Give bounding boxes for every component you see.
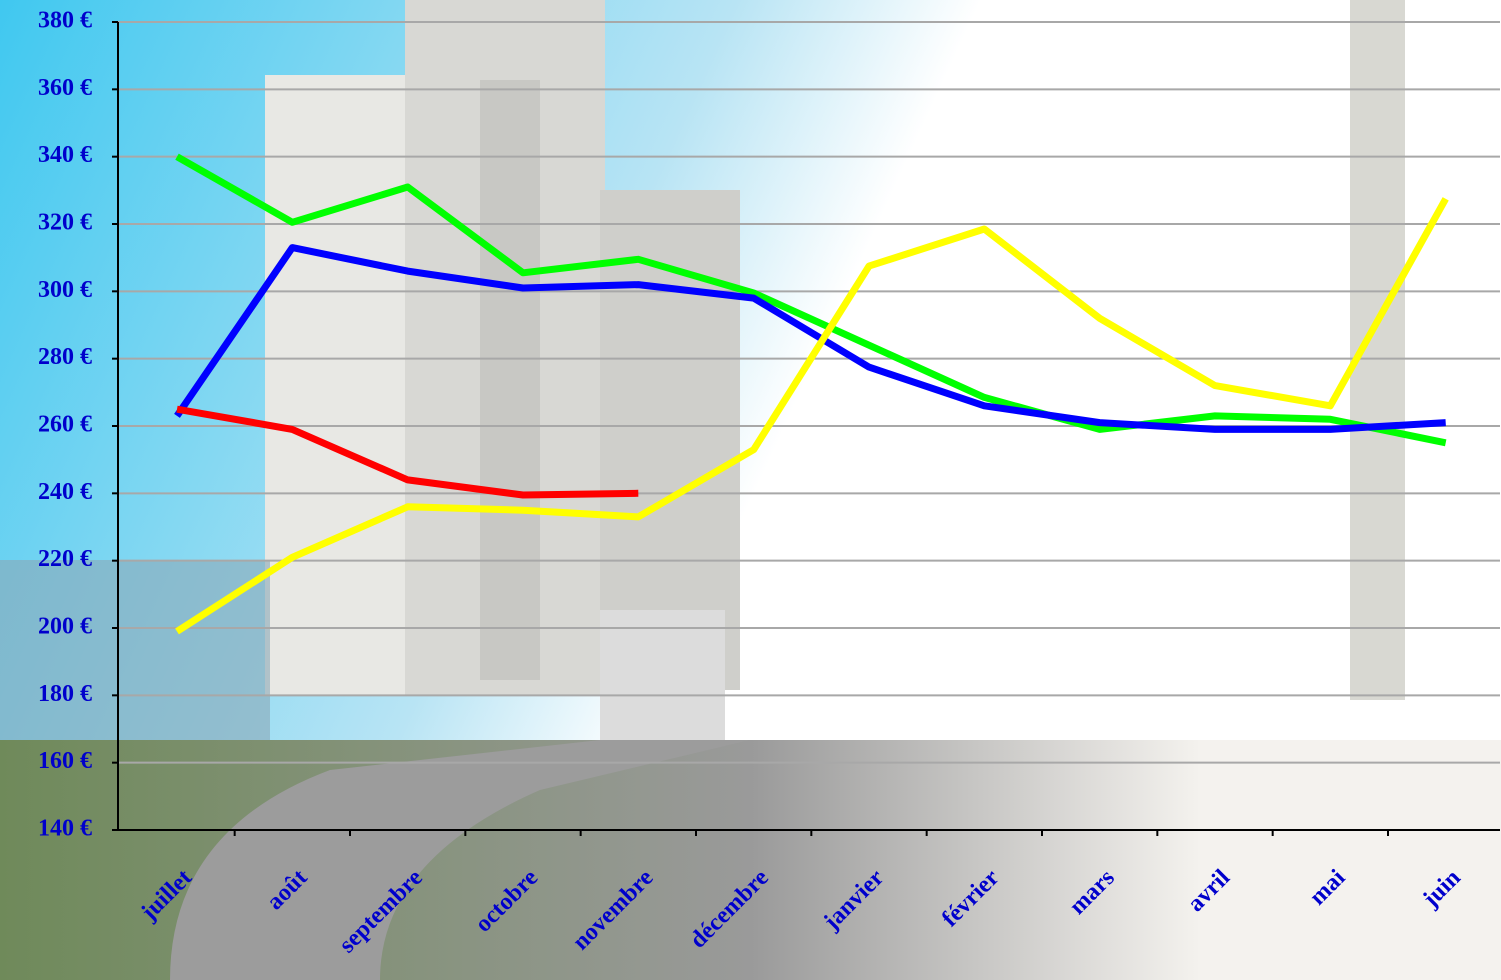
series-line — [175, 197, 1449, 635]
y-tick-label: 320 € — [38, 210, 92, 236]
series-line — [175, 153, 1447, 447]
y-tick-label: 140 € — [38, 816, 92, 842]
y-tick-label: 300 € — [38, 277, 92, 303]
y-tick-label: 160 € — [38, 748, 92, 774]
y-tick-label: 260 € — [38, 412, 92, 438]
y-tick-label: 280 € — [38, 344, 92, 370]
y-tick-label: 360 € — [38, 75, 92, 101]
y-tick-label: 180 € — [38, 681, 92, 707]
y-tick-label: 240 € — [38, 479, 92, 505]
series-line — [174, 244, 1446, 433]
y-tick-label: 340 € — [38, 142, 92, 168]
y-tick-label: 380 € — [38, 8, 92, 34]
y-tick-label: 220 € — [38, 546, 92, 572]
series-line — [176, 405, 639, 499]
y-tick-label: 200 € — [38, 614, 92, 640]
